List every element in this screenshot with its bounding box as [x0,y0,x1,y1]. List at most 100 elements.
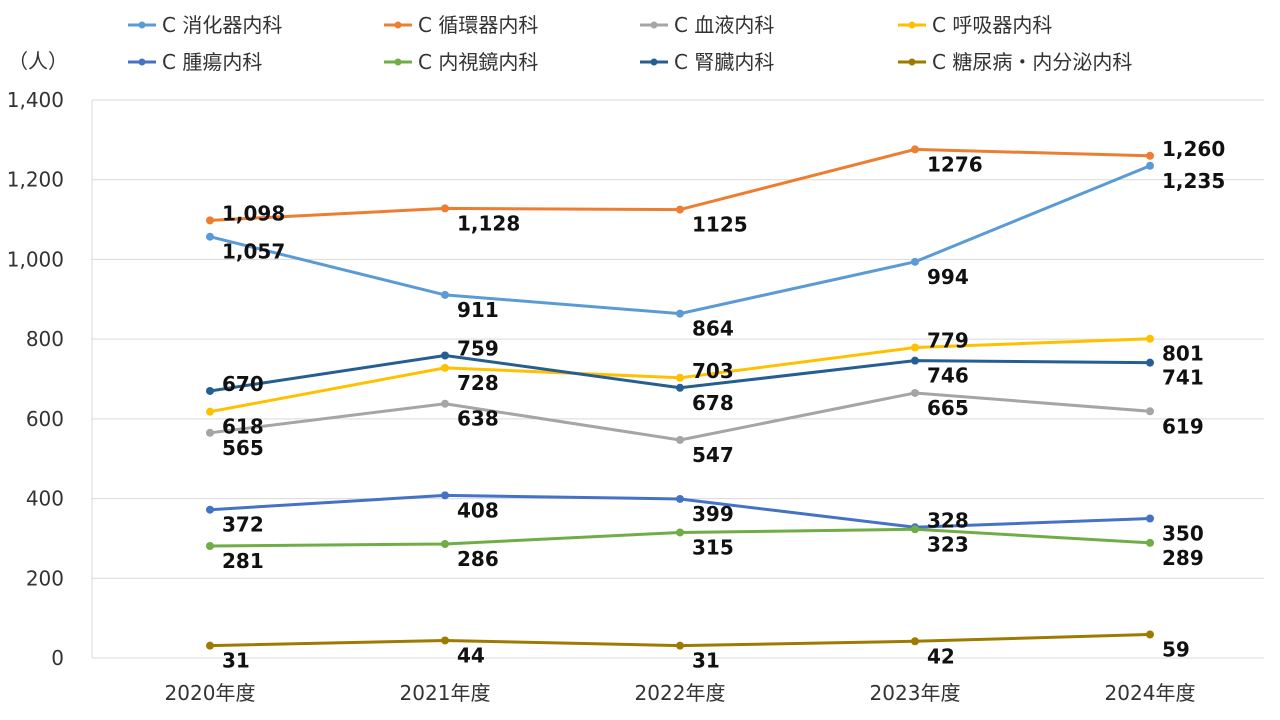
x-tick-label: 2020年度 [165,681,256,705]
data-point [911,145,919,154]
y-tick-label: 200 [26,566,64,590]
data-label: 289 [1162,546,1204,570]
y-tick-label: 800 [26,327,64,351]
data-label: 547 [692,443,734,467]
data-label: 678 [692,391,734,415]
legend-item: C 腎臓内科 [640,50,774,74]
data-point [206,386,214,395]
x-tick-label: 2022年度 [635,681,726,705]
x-tick-label: 2023年度 [870,681,961,705]
data-label: 372 [222,513,264,537]
data-point [676,494,684,503]
data-point [441,290,449,299]
series-line [209,164,1151,316]
data-point [1146,407,1154,416]
y-tick-label: 1,400 [7,88,64,112]
legend-label: C 血液内科 [674,13,774,37]
legend-item: C 呼吸器内科 [898,13,1052,37]
data-point [206,641,214,650]
data-label: 741 [1162,366,1204,390]
data-label: 1,128 [457,211,520,235]
data-label: 315 [692,535,734,559]
data-point [206,542,214,551]
data-label: 728 [457,371,499,395]
data-label: 1,235 [1162,169,1225,193]
legend-item: C 糖尿病・内分泌内科 [898,50,1132,74]
legend-label: C 内視鏡内科 [418,50,538,74]
data-label: 42 [927,644,955,668]
data-point [911,637,919,646]
data-label: 864 [692,317,734,341]
data-labels: 1,057 911 864 994 1,235 1,098 1,128 1125 1276 1,2… [222,137,1225,673]
data-label: 619 [1162,414,1204,438]
data-label: 323 [927,532,969,556]
legend-marker [138,21,146,29]
y-tick-label: 400 [26,487,64,511]
data-label: 44 [457,643,485,667]
data-label: 399 [692,502,734,526]
legend-item: C 消化器内科 [128,13,282,37]
legend-label: C 腎臓内科 [674,50,774,74]
legend-marker [908,58,916,66]
data-label: 746 [927,364,969,388]
data-label: 281 [222,549,264,573]
data-point [441,399,449,408]
y-tick-label: 1,200 [7,168,64,192]
data-point [1146,514,1154,523]
data-point [676,373,684,382]
data-point [1146,538,1154,547]
data-point [441,204,449,213]
x-axis: 2020年度 2021年度 2022年度 2023年度 2024年度 [165,681,1196,705]
data-point [441,491,449,500]
legend-marker [394,58,402,66]
data-label: 665 [927,396,969,420]
data-label: 1125 [692,213,748,237]
data-label: 670 [222,372,264,396]
data-label: 994 [927,265,969,289]
data-point [911,388,919,397]
data-point [676,309,684,318]
legend-item: C 内視鏡内科 [384,50,538,74]
legend-marker [650,21,658,29]
y-tick-label: 1,000 [7,247,64,271]
data-label: 59 [1162,637,1190,661]
data-label: 408 [457,498,499,522]
data-label: 759 [457,336,499,360]
legend-item: C 腫瘍内科 [128,50,262,74]
legend-label: C 呼吸器内科 [932,13,1052,37]
data-point [911,356,919,365]
data-point [1146,161,1154,170]
data-point [441,351,449,360]
data-point [441,636,449,645]
data-label: 1,098 [222,201,285,225]
data-label: 638 [457,407,499,431]
data-point [911,343,919,352]
y-axis: 0 200 400 600 800 1,000 1,200 1,400 [7,88,64,670]
data-point [1146,630,1154,639]
data-point [676,205,684,214]
data-point [441,363,449,372]
data-point [911,525,919,534]
legend: C 消化器内科 C 循環器内科 C 血液内科 C 呼吸器内科 C 腫瘍内科 C 内視鏡内科… [128,13,1132,74]
y-tick-label: 600 [26,407,64,431]
data-point [676,383,684,392]
data-point [911,257,919,266]
legend-label: C 消化器内科 [162,13,282,37]
data-label: 618 [222,415,264,439]
legend-label: C 腫瘍内科 [162,50,262,74]
data-point [206,407,214,416]
data-point [206,232,214,241]
data-point [1146,151,1154,160]
series-lines [206,145,1154,650]
data-label: 779 [927,329,969,353]
data-point [676,528,684,537]
data-label: 703 [692,359,734,383]
data-label: 911 [457,298,499,322]
data-point [206,216,214,225]
legend-marker [394,21,402,29]
legend-label: C 循環器内科 [418,13,538,37]
series-line [209,391,1151,442]
data-point [1146,334,1154,343]
data-label: 1,260 [1162,137,1225,161]
